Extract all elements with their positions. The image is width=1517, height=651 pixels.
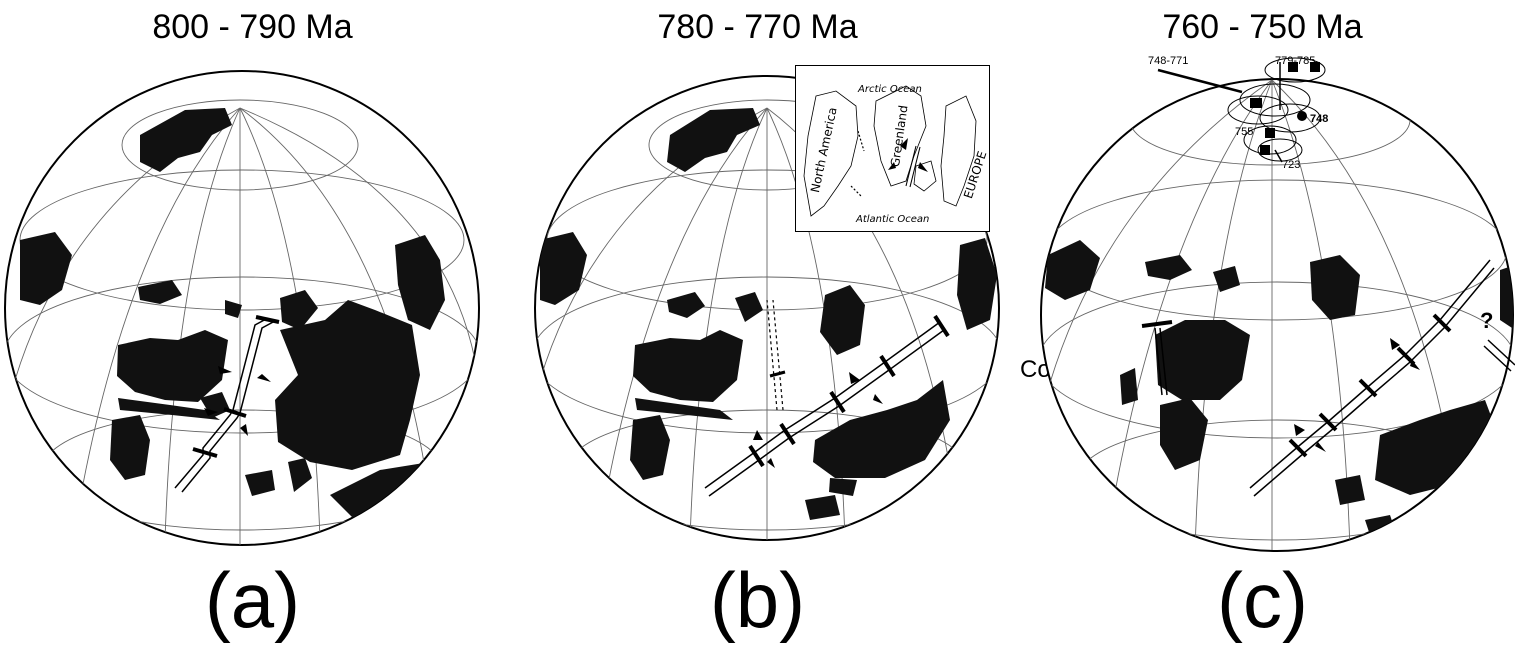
landmass-south-mid [288, 458, 312, 492]
landmass-south-west [110, 415, 150, 480]
panel-a: 800 - 790 Ma [0, 0, 505, 651]
panel-a-title: 800 - 790 Ma [152, 8, 353, 46]
panel-a-label: (a) [204, 556, 301, 644]
landmass-mid [635, 398, 733, 420]
landmass-in [140, 108, 232, 172]
landmass-in [667, 108, 760, 172]
landmass-east-top [957, 238, 997, 330]
pole-age-748: 748 [1310, 113, 1328, 125]
landmass-west [20, 232, 72, 305]
landmass-south-2 [900, 495, 950, 520]
inset-map: Arctic Ocean Atlantic Ocean North Americ… [795, 65, 990, 232]
landmass-in [1045, 240, 1100, 300]
panel-b-label: (b) [709, 556, 806, 644]
motion-arrows [753, 372, 883, 468]
spreading-ridge [704, 314, 950, 497]
spreading-ridges [1141, 259, 1515, 497]
landmass-south-west [630, 415, 670, 480]
landmass-small [1145, 255, 1192, 280]
panel-c: 760 - 750 Ma [1010, 0, 1515, 651]
landmass-ns [225, 300, 242, 318]
landmass-east-top [395, 235, 445, 330]
pole-age-748-771: 748-771 [1148, 55, 1188, 67]
landmass-mid [118, 398, 220, 420]
question-mark: ? [1480, 308, 1493, 333]
landmass-far-west [1120, 368, 1138, 405]
landmass-east-large [813, 380, 950, 478]
panel-c-label: (c) [1217, 556, 1308, 644]
landmass-central [117, 330, 228, 402]
inset-svg [803, 85, 977, 217]
landmass-mid-small [200, 392, 230, 418]
inset-arctic-label: Arctic Ocean [858, 84, 922, 95]
globe-c: 748-771 779-785 748 755 723 ? [1040, 55, 1515, 552]
paleopoles: 748-771 779-785 748 755 723 [1148, 55, 1328, 171]
motion-arrows [1294, 338, 1420, 452]
landmass-southern [245, 470, 275, 496]
landmass-east-large [275, 300, 420, 470]
landmass-south-small [1335, 475, 1365, 505]
landmass-central [1310, 255, 1360, 320]
landmass-mid-east [735, 292, 763, 322]
landmass-south [805, 495, 840, 520]
rift-lines [766, 299, 786, 411]
panel-c-title: 760 - 750 Ma [1162, 8, 1363, 46]
pole-age-779-785: 779-785 [1275, 55, 1315, 67]
panel-b-title: 780 - 770 Ma [657, 8, 858, 46]
globe-a [4, 70, 480, 546]
landmass-west-big [1155, 320, 1250, 400]
landmass-southwest [1160, 398, 1208, 470]
landmass-southern [829, 478, 857, 496]
landmass-west [540, 232, 587, 305]
landmass-sc [820, 285, 865, 355]
motion-arrows [204, 366, 271, 436]
landmass-small [667, 292, 705, 318]
landmass-mid-small [1213, 266, 1240, 292]
pole-age-723: 723 [1282, 159, 1300, 171]
spreading-ridge [174, 315, 280, 493]
pole-age-755: 755 [1235, 126, 1253, 138]
landmass-central [633, 330, 743, 402]
panel-b: 780 - 770 Ma [505, 0, 1010, 651]
landmass-mid-east [280, 290, 318, 330]
inset-atlantic-label: Atlantic Ocean [856, 214, 930, 225]
landmass-small [138, 280, 182, 304]
